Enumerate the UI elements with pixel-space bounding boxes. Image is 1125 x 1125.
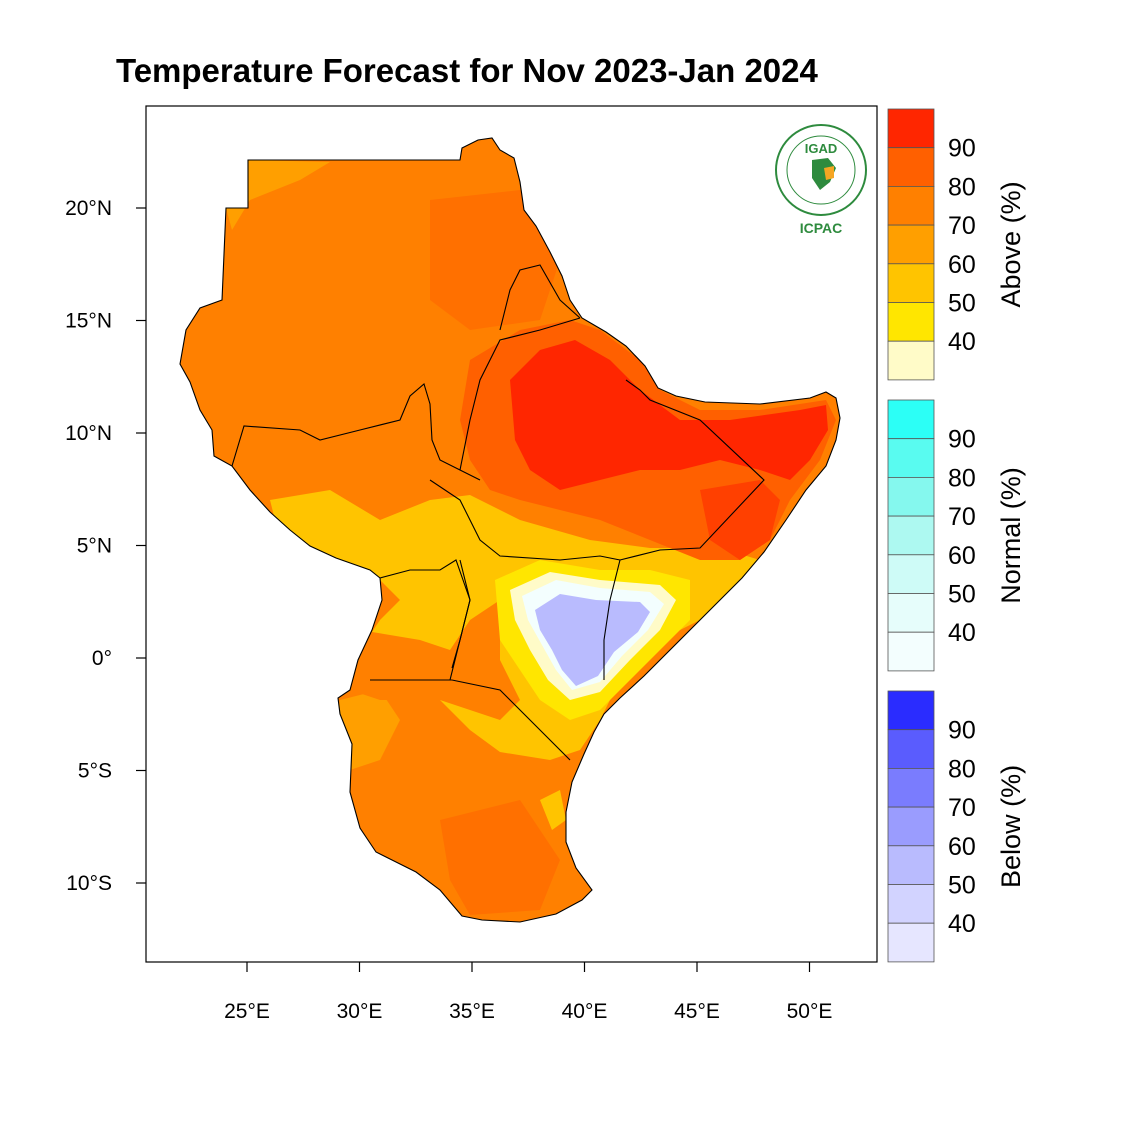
x-tick-label: 45°E (674, 1000, 720, 1023)
above-75-patch (430, 190, 560, 330)
colorbar-label: 40 (948, 619, 976, 647)
colorbar-label: 90 (948, 717, 976, 745)
colorbar-label: 40 (948, 910, 976, 938)
y-tick-label: 10°N (65, 422, 112, 445)
colorbar-cell (887, 224, 935, 265)
colorbar-cell (887, 147, 935, 187)
above-85-patch-somalia (700, 480, 780, 560)
colorbar-title: Below (%) (996, 765, 1026, 888)
y-axis: 20°N 15°N 10°N 5°N 0° 5°S 10°S (65, 197, 146, 895)
x-tick-label: 25°E (224, 1000, 270, 1023)
colorbar-label: 80 (948, 173, 976, 201)
y-tick-label: 5°N (77, 535, 112, 558)
logo-igad-text: IGAD (805, 141, 838, 156)
y-tick-label: 0° (92, 647, 112, 670)
above-70-interior (350, 600, 520, 720)
above-75-patch-south (440, 800, 560, 915)
legend-colorbars: 90 80 70 60 50 40 Above (%) 90 80 70 60 50 40 Normal … (887, 108, 1026, 963)
igad-region-icon (824, 166, 834, 180)
colorbar-title: Normal (%) (996, 467, 1026, 604)
colorbar-normal: 90 80 70 60 50 40 Normal (%) (887, 399, 1026, 672)
colorbar-cell (887, 399, 935, 440)
colorbar-cell (887, 108, 935, 149)
colorbar-cell (887, 922, 935, 963)
colorbar-label: 50 (948, 581, 976, 609)
x-tick-label: 40°E (562, 1000, 608, 1023)
x-tick-label: 50°E (787, 1000, 833, 1023)
colorbar-above: 90 80 70 60 50 40 Above (%) (887, 108, 1026, 381)
colorbar-label: 90 (948, 426, 976, 454)
colorbar-label: 60 (948, 251, 976, 279)
colorbar-label: 60 (948, 542, 976, 570)
colorbar-label: 70 (948, 794, 976, 822)
above-50-coastal-patch (540, 790, 566, 830)
colorbar-cell (887, 845, 935, 885)
colorbar-below: 90 80 70 60 50 40 Below (%) (887, 690, 1026, 963)
colorbar-label: 50 (948, 290, 976, 318)
below-50-area (535, 594, 650, 686)
x-tick-label: 35°E (449, 1000, 495, 1023)
colorbar-cell (887, 476, 935, 517)
colorbar-label: 90 (948, 135, 976, 163)
colorbar-cell (887, 593, 935, 633)
colorbar-cell (887, 515, 935, 556)
above-60-nw-edge (226, 160, 330, 230)
colorbar-cell (887, 302, 935, 342)
y-tick-label: 10°S (66, 872, 112, 895)
x-axis: 25°E 30°E 35°E 40°E 45°E 50°E (224, 962, 832, 1023)
colorbar-cell (887, 768, 935, 808)
colorbar-label: 70 (948, 503, 976, 531)
africa-icon (812, 158, 836, 190)
map-title: Temperature Forecast for Nov 2023-Jan 20… (116, 52, 818, 89)
colorbar-cell (887, 438, 935, 478)
colorbar-cell (887, 729, 935, 769)
colorbar-cell (887, 263, 935, 303)
y-tick-label: 5°S (78, 760, 112, 783)
colorbar-cell (887, 185, 935, 226)
colorbar-label: 70 (948, 212, 976, 240)
y-tick-label: 20°N (65, 197, 112, 220)
colorbar-cell (887, 340, 935, 381)
y-tick-label: 15°N (65, 310, 112, 333)
above-90-area (510, 340, 828, 490)
colorbar-cell (887, 806, 935, 847)
colorbar-cell (887, 690, 935, 731)
x-tick-label: 30°E (337, 1000, 383, 1023)
colorbar-cell (887, 554, 935, 594)
colorbar-cell (887, 884, 935, 924)
colorbar-cell (887, 631, 935, 672)
colorbar-label: 40 (948, 328, 976, 356)
logo-icpac-text: ICPAC (800, 220, 843, 236)
colorbar-label: 80 (948, 755, 976, 783)
country-borders (179, 137, 841, 923)
colorbar-label: 60 (948, 833, 976, 861)
colorbar-label: 50 (948, 872, 976, 900)
colorbar-label: 80 (948, 464, 976, 492)
igad-icpac-logo: IGAD ICPAC (775, 124, 867, 236)
colorbar-title: Above (%) (996, 181, 1026, 307)
